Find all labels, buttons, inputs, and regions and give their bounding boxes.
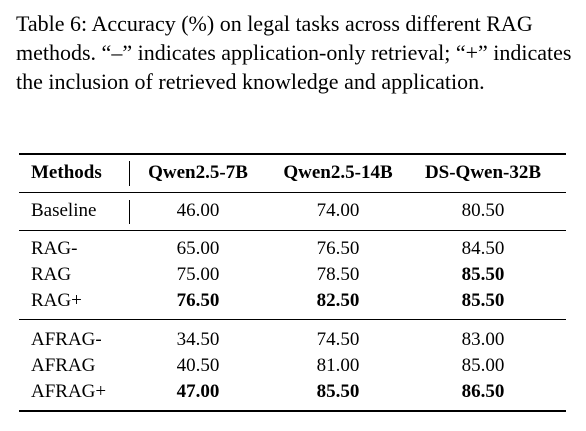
- cell-value: 76.50: [316, 238, 360, 259]
- table-row: RAG 75.00 78.50 85.50: [19, 263, 566, 287]
- cell-value: 65.00: [176, 238, 220, 259]
- cell-value: 78.50: [316, 264, 360, 285]
- table-row: AFRAG- 34.50 74.50 83.00: [19, 328, 566, 352]
- table-row: RAG+ 76.50 82.50 85.50: [19, 289, 566, 313]
- table-row: AFRAG 40.50 81.00 85.00: [19, 354, 566, 378]
- cell-value-best: 85.50: [461, 290, 505, 311]
- header-qwen-14b: Qwen2.5-14B: [283, 162, 393, 183]
- header-qwen-7b: Qwen2.5-7B: [148, 162, 248, 183]
- top-rule: [19, 153, 566, 155]
- table-row: AFRAG+ 47.00 85.50 86.50: [19, 380, 566, 404]
- cell-value: 74.50: [316, 329, 360, 350]
- cell-value-best: 82.50: [316, 290, 360, 311]
- header-ds-qwen-32b: DS-Qwen-32B: [424, 162, 542, 183]
- cell-value-best: 86.50: [461, 381, 505, 402]
- cell-value-best: 85.50: [316, 381, 360, 402]
- row-method: Baseline: [31, 200, 97, 221]
- cell-value: 74.00: [316, 200, 360, 221]
- table-header-row: Methods Qwen2.5-7B Qwen2.5-14B DS-Qwen-3…: [19, 161, 566, 185]
- column-separator: [129, 161, 130, 186]
- cell-value: 85.00: [461, 355, 505, 376]
- header-methods: Methods: [31, 162, 102, 183]
- column-separator: [129, 200, 130, 224]
- table-row: RAG- 65.00 76.50 84.50: [19, 237, 566, 261]
- header-rule: [19, 192, 566, 193]
- group-rule: [19, 319, 566, 320]
- cell-value: 75.00: [176, 264, 220, 285]
- cell-value-best: 47.00: [176, 381, 220, 402]
- cell-value: 81.00: [316, 355, 360, 376]
- row-method: AFRAG-: [31, 329, 102, 350]
- row-method: AFRAG+: [31, 381, 107, 402]
- cell-value: 83.00: [461, 329, 505, 350]
- cell-value: 40.50: [176, 355, 220, 376]
- table-caption: Table 6: Accuracy (%) on legal tasks acr…: [16, 11, 572, 94]
- table-row: Baseline 46.00 74.00 80.50: [19, 199, 566, 223]
- bottom-rule: [19, 410, 566, 412]
- cell-value: 46.00: [176, 200, 220, 221]
- cell-value: 34.50: [176, 329, 220, 350]
- row-method: RAG+: [31, 290, 82, 311]
- cell-value: 84.50: [461, 238, 505, 259]
- group-rule: [19, 230, 566, 231]
- row-method: RAG: [31, 264, 72, 285]
- cell-value: 80.50: [461, 200, 505, 221]
- cell-value-best: 85.50: [461, 264, 505, 285]
- row-method: AFRAG: [31, 355, 96, 376]
- row-method: RAG-: [31, 238, 78, 259]
- cell-value-best: 76.50: [176, 290, 220, 311]
